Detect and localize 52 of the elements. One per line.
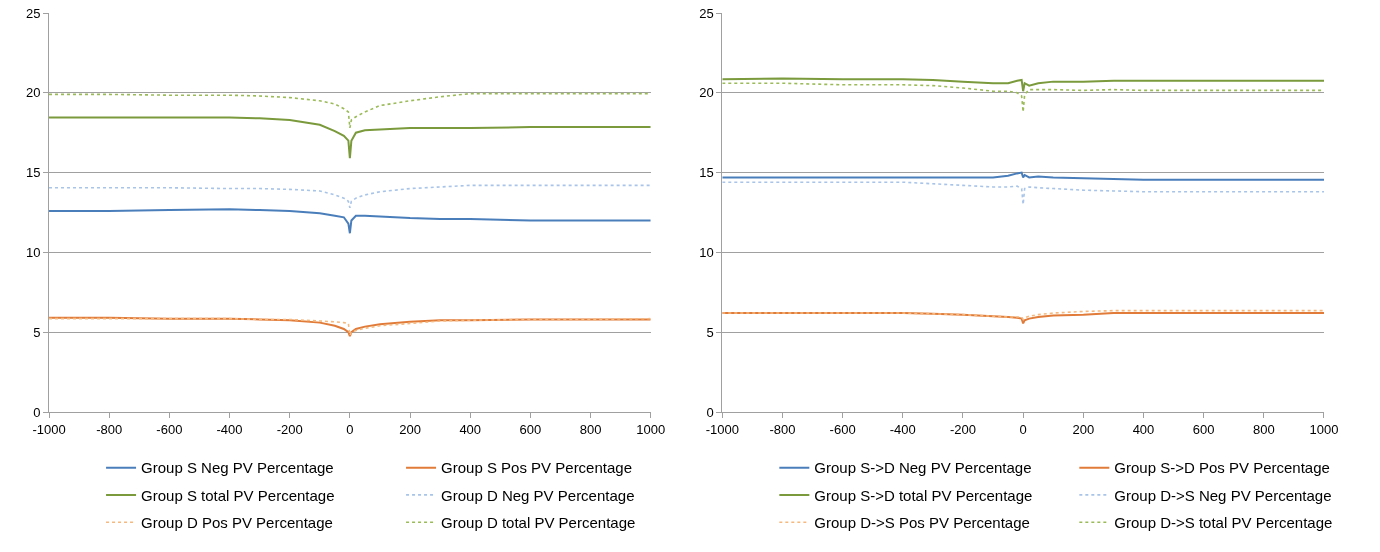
- y-tick-label: 0: [706, 404, 714, 420]
- x-tick-label: -200: [949, 421, 976, 437]
- x-tick-label: 200: [399, 421, 421, 437]
- line-series: [722, 309, 1324, 321]
- legend-label: Group D total PV Percentage: [441, 514, 636, 532]
- y-tick-label: 15: [25, 165, 41, 181]
- x-tick-label: -600: [156, 421, 183, 437]
- legend-label: Group S Pos PV Percentage: [441, 459, 633, 477]
- line-series: [49, 116, 651, 160]
- x-tick-label: -400: [216, 421, 243, 437]
- x-tick-label: -1000: [32, 421, 66, 437]
- y-tick-label: 25: [25, 5, 41, 21]
- y-tick-label: 10: [25, 244, 41, 260]
- y-tick-label: 5: [706, 324, 714, 340]
- x-tick-label: 800: [579, 421, 602, 437]
- x-tick-label: 600: [519, 421, 542, 437]
- x-tick-label: -400: [889, 421, 916, 437]
- y-tick-label: 0: [33, 404, 41, 420]
- legend-label: Group D->S total PV Percentage: [1114, 514, 1333, 532]
- x-tick-label: 1000: [636, 421, 666, 437]
- x-tick-label: -1000: [705, 421, 739, 437]
- y-tick-label: 20: [25, 85, 41, 101]
- x-tick-label: -600: [829, 421, 856, 437]
- x-tick-label: 800: [1252, 421, 1275, 437]
- y-tick-label: 20: [699, 85, 714, 101]
- y-tick-label: 15: [699, 165, 714, 181]
- legend-label: Group D Pos PV Percentage: [141, 514, 333, 532]
- y-tick-label: 10: [699, 244, 714, 260]
- x-tick-label: -800: [96, 421, 123, 437]
- x-tick-label: -800: [769, 421, 796, 437]
- x-tick-label: -200: [276, 421, 303, 437]
- legend-label: Group D Neg PV Percentage: [441, 486, 635, 504]
- x-tick-label: 0: [346, 421, 354, 437]
- legend-label: Group S->D total PV Percentage: [814, 486, 1033, 504]
- x-tick-label: 400: [1132, 421, 1155, 437]
- line-series: [722, 181, 1324, 206]
- x-tick-label: 600: [1192, 421, 1215, 437]
- legend-label: Group D->S Neg PV Percentage: [1114, 486, 1332, 504]
- y-tick-label: 5: [33, 324, 41, 340]
- line-series: [722, 312, 1324, 325]
- line-series: [49, 208, 651, 235]
- x-tick-label: 0: [1019, 421, 1027, 437]
- x-tick-label: 1000: [1309, 421, 1339, 437]
- line-series: [49, 184, 651, 209]
- y-tick-label: 25: [699, 5, 714, 21]
- legend-label: Group S total PV Percentage: [141, 486, 335, 504]
- legend-label: Group D->S Pos PV Percentage: [814, 514, 1030, 532]
- legend-label: Group S Neg PV Percentage: [141, 459, 334, 477]
- legend-label: Group S->D Neg PV Percentage: [814, 459, 1032, 477]
- x-tick-label: 400: [459, 421, 482, 437]
- legend-label: Group S->D Pos PV Percentage: [1114, 459, 1330, 477]
- x-tick-label: 200: [1072, 421, 1095, 437]
